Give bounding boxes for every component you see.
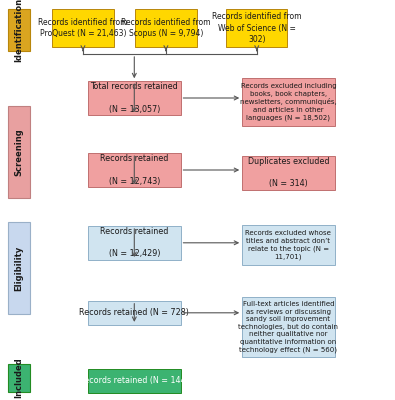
FancyBboxPatch shape bbox=[242, 225, 335, 265]
FancyBboxPatch shape bbox=[242, 297, 335, 357]
Text: Records excluded whose
titles and abstract don’t
relate to the topic (N =
11,701: Records excluded whose titles and abstra… bbox=[245, 230, 331, 260]
Text: Records identified from
ProQuest (N = 21,463): Records identified from ProQuest (N = 21… bbox=[38, 18, 128, 38]
Text: Records retained

(N = 12,743): Records retained (N = 12,743) bbox=[100, 154, 169, 186]
FancyBboxPatch shape bbox=[88, 301, 181, 325]
FancyBboxPatch shape bbox=[226, 9, 288, 47]
FancyBboxPatch shape bbox=[52, 9, 114, 47]
FancyBboxPatch shape bbox=[242, 156, 335, 190]
Text: Records retained (N = 728): Records retained (N = 728) bbox=[79, 308, 189, 317]
FancyBboxPatch shape bbox=[88, 153, 181, 187]
Text: Identification: Identification bbox=[15, 0, 23, 62]
FancyBboxPatch shape bbox=[88, 81, 181, 115]
Text: Records retained (N = 144): Records retained (N = 144) bbox=[79, 376, 189, 385]
FancyBboxPatch shape bbox=[8, 222, 30, 314]
Text: Screening: Screening bbox=[15, 128, 23, 176]
Text: Included: Included bbox=[15, 358, 23, 398]
Text: Eligibility: Eligibility bbox=[15, 245, 23, 291]
Text: Records excluded including
books, book chapters,
newsletters, communiqués,
and a: Records excluded including books, book c… bbox=[240, 83, 337, 121]
FancyBboxPatch shape bbox=[88, 226, 181, 260]
Text: Total records retained

(N = 13,057): Total records retained (N = 13,057) bbox=[90, 82, 178, 114]
FancyBboxPatch shape bbox=[8, 364, 30, 392]
Text: Records identified from
Web of Science (N =
302): Records identified from Web of Science (… bbox=[212, 12, 301, 44]
Text: Full-text articles identified
as reviews or discussing
sandy soil improvement
te: Full-text articles identified as reviews… bbox=[238, 301, 339, 352]
Text: Records identified from
Scopus (N = 9,794): Records identified from Scopus (N = 9,79… bbox=[121, 18, 211, 38]
FancyBboxPatch shape bbox=[8, 9, 30, 51]
FancyBboxPatch shape bbox=[88, 369, 181, 393]
FancyBboxPatch shape bbox=[135, 9, 197, 47]
FancyBboxPatch shape bbox=[242, 78, 335, 126]
Text: Records retained

(N = 12,429): Records retained (N = 12,429) bbox=[100, 227, 169, 258]
FancyBboxPatch shape bbox=[8, 106, 30, 198]
Text: Duplicates excluded

(N = 314): Duplicates excluded (N = 314) bbox=[248, 157, 329, 188]
